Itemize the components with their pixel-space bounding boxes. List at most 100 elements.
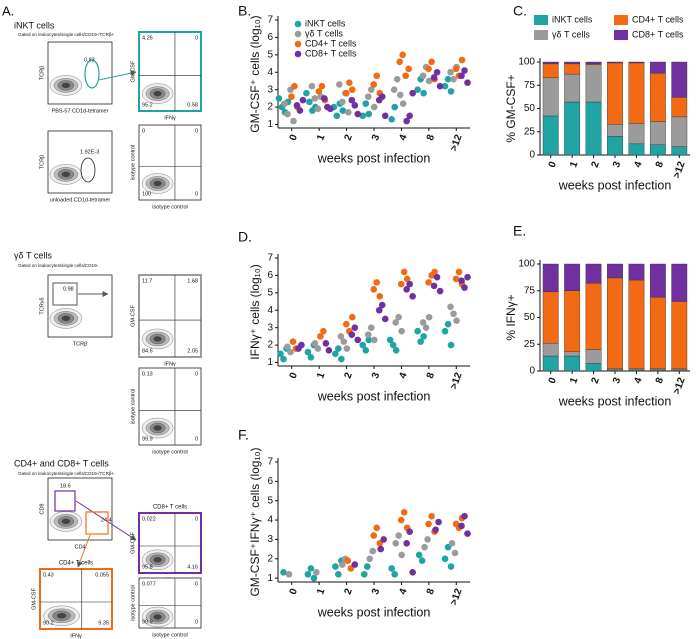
bar-segment bbox=[628, 279, 645, 370]
y-tick-label: 5 bbox=[267, 495, 273, 506]
flow-density bbox=[153, 614, 162, 620]
x-tick-label: 4 bbox=[397, 587, 409, 596]
y-tick-label: 3 bbox=[267, 534, 273, 545]
x-tick-label: 3 bbox=[370, 371, 382, 380]
data-point bbox=[444, 320, 452, 328]
data-point bbox=[447, 563, 455, 570]
data-point bbox=[377, 545, 385, 553]
x-tick-label: 0 bbox=[547, 160, 559, 169]
gating-note: Gated on leukocytes/single cells/CD19- bbox=[18, 263, 99, 268]
arrow bbox=[98, 70, 137, 81]
data-point bbox=[306, 98, 313, 106]
data-point bbox=[375, 306, 383, 314]
data-point bbox=[458, 522, 465, 530]
y-tick-label: 3 bbox=[267, 84, 273, 95]
data-point bbox=[388, 565, 396, 572]
legend-marker bbox=[614, 15, 628, 25]
data-point bbox=[388, 115, 396, 123]
quadrant-value: 0.077 bbox=[142, 581, 156, 587]
flow-plot-frame bbox=[47, 130, 113, 194]
data-point bbox=[348, 96, 356, 104]
data-point bbox=[425, 313, 433, 321]
y-tick-label: 5 bbox=[267, 49, 273, 60]
bar-segment bbox=[671, 97, 688, 118]
x-tick-label: 8 bbox=[425, 587, 437, 596]
panel-label: C. bbox=[513, 3, 527, 19]
gate bbox=[52, 282, 78, 306]
flow-x-label: IFNγ bbox=[164, 115, 176, 121]
data-point bbox=[332, 350, 339, 358]
quadrant-value: 0 bbox=[142, 128, 145, 134]
data-point bbox=[458, 56, 466, 64]
quadrant-value: 2.05 bbox=[187, 348, 198, 354]
data-point bbox=[424, 536, 431, 543]
y-tick-label: 0 bbox=[529, 366, 535, 377]
data-point bbox=[296, 107, 304, 114]
x-tick-label: 8 bbox=[654, 376, 666, 385]
data-point bbox=[441, 82, 449, 90]
data-point bbox=[464, 273, 471, 281]
data-point bbox=[391, 103, 399, 111]
quadrant-value: 0.055 bbox=[95, 572, 109, 578]
bar-segment bbox=[542, 61, 559, 65]
data-point bbox=[386, 336, 394, 344]
data-point bbox=[447, 68, 454, 76]
data-point bbox=[284, 343, 291, 351]
gate bbox=[80, 157, 96, 183]
bar-segment bbox=[607, 62, 623, 125]
data-point bbox=[455, 268, 463, 276]
data-point bbox=[317, 333, 324, 340]
data-point bbox=[403, 275, 411, 283]
quadrant-value: 0 bbox=[195, 581, 198, 587]
bar-segment bbox=[585, 101, 602, 156]
x-tick-label: 0 bbox=[547, 376, 559, 385]
data-point bbox=[369, 547, 377, 555]
x-tick-label: 2 bbox=[590, 160, 602, 169]
gating-note: Gated on leukocytes/single cells/CD19-/T… bbox=[18, 32, 115, 37]
data-point bbox=[425, 520, 432, 528]
data-point bbox=[290, 117, 297, 125]
data-point bbox=[304, 570, 312, 578]
data-point bbox=[431, 268, 438, 276]
quadrant-value: 0 bbox=[195, 619, 198, 625]
legend-label: iNKT cells bbox=[305, 18, 346, 28]
y-tick-label: 6 bbox=[267, 32, 273, 43]
data-point bbox=[444, 75, 452, 83]
data-point bbox=[402, 72, 409, 80]
quadrant-value: 9.35 bbox=[98, 620, 109, 626]
data-point bbox=[303, 89, 310, 97]
legend-marker bbox=[534, 15, 548, 25]
y-tick-label: 2 bbox=[267, 553, 273, 564]
gate-value: 18.6 bbox=[60, 483, 71, 489]
bar-segment bbox=[607, 277, 623, 370]
x-tick-label: 4 bbox=[397, 133, 409, 142]
gate bbox=[85, 511, 109, 535]
x-tick-label: 4 bbox=[632, 160, 644, 169]
data-point bbox=[335, 570, 342, 578]
legend-label: CD4+ T cells bbox=[632, 14, 684, 24]
data-point bbox=[433, 273, 441, 281]
data-point bbox=[307, 353, 315, 361]
bar-segment bbox=[649, 61, 666, 74]
data-point bbox=[428, 58, 435, 66]
legend-marker bbox=[534, 30, 548, 40]
data-point bbox=[275, 95, 283, 102]
data-point bbox=[403, 117, 410, 125]
data-point bbox=[420, 89, 427, 97]
quadrant-value: 0 bbox=[195, 191, 198, 197]
data-point bbox=[339, 107, 347, 114]
flow-x-label: IFNγ bbox=[164, 361, 176, 367]
data-point bbox=[373, 524, 381, 532]
x-tick-label: >12 bbox=[448, 133, 464, 153]
data-point bbox=[287, 348, 294, 356]
flow-density bbox=[153, 336, 162, 342]
data-point bbox=[332, 563, 339, 570]
legend-marker bbox=[294, 20, 302, 28]
bar-segment bbox=[564, 355, 581, 372]
data-point bbox=[327, 105, 334, 113]
data-point bbox=[441, 327, 449, 335]
y-tick-label: 50 bbox=[524, 103, 536, 114]
data-point bbox=[314, 345, 322, 352]
data-point bbox=[397, 516, 405, 524]
